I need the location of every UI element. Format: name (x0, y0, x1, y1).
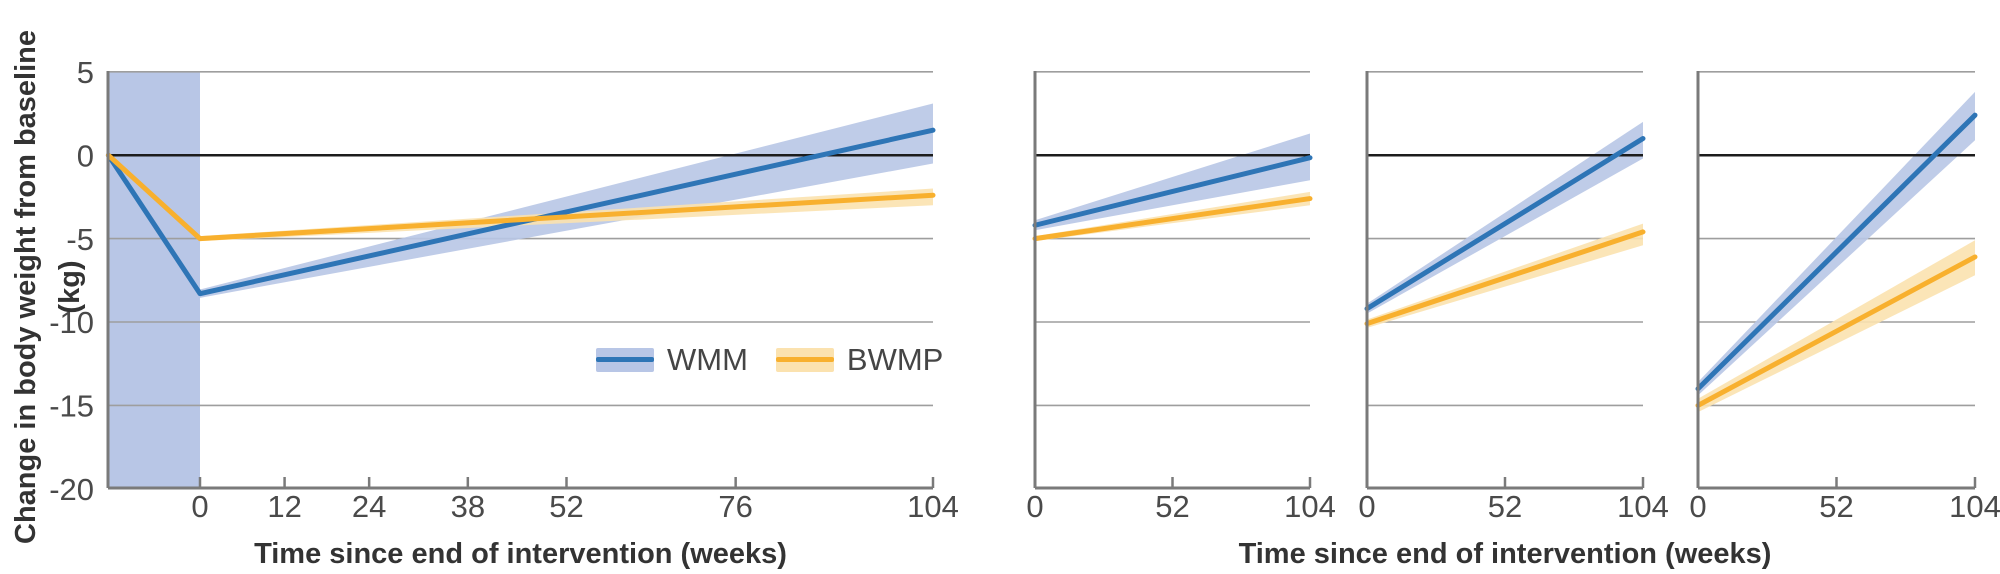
line-bwmp (1364, 229, 1646, 327)
panel-subgroup-2: 0 52 104 (1358, 71, 1669, 524)
x-tick-label: 0 (1358, 489, 1375, 524)
x-tick-label: 52 (549, 489, 583, 524)
line-wmm (1032, 155, 1313, 228)
x-tick-label: 104 (1949, 489, 2000, 524)
legend-label-bwmp: BWMP (846, 342, 944, 377)
legend-line-bwmp-icon (775, 357, 834, 362)
legend: WMM BWMP (596, 344, 943, 375)
legend-line-wmm-icon (596, 357, 654, 362)
panel-pooled: 0 12 24 38 52 76 104 5 0 -5 -10 -15 -20 (49, 55, 959, 524)
legend-item-wmm: WMM (596, 344, 748, 375)
legend-swatch-wmm (596, 347, 654, 372)
y-tick-label: -15 (49, 389, 94, 424)
x-tick-label: 12 (267, 489, 301, 524)
line-wmm (105, 127, 936, 297)
x-tick-label: 76 (718, 489, 752, 524)
legend-item-bwmp: BWMP (775, 342, 944, 377)
y-tick-label: 5 (77, 55, 94, 90)
x-tick-label: 52 (1155, 489, 1189, 524)
x-tick-label: 52 (1488, 489, 1522, 524)
x-axis-title-left: Time since end of intervention (weeks) (254, 538, 787, 570)
y-tick-label: -5 (66, 222, 94, 257)
line-wmm (1364, 136, 1646, 312)
legend-swatch-bwmp (775, 347, 834, 372)
x-tick-label: 0 (191, 489, 208, 524)
intervention-period-shading (108, 71, 200, 488)
x-tick-label: 52 (1819, 489, 1853, 524)
line-bwmp (1695, 254, 1978, 408)
x-tick-label: 38 (451, 489, 485, 524)
x-tick-label: 0 (1689, 489, 1706, 524)
line-bwmp (105, 152, 936, 242)
panel-subgroup-3: 0 52 104 (1689, 71, 2000, 524)
x-axis-title-right: Time since end of intervention (weeks) (1238, 538, 1772, 570)
x-tick-label: 104 (1284, 489, 1336, 524)
line-bwmp (1032, 196, 1313, 242)
panel-subgroup-1: 0 52 104 (1026, 71, 1336, 524)
x-tick-label: 0 (1026, 489, 1043, 524)
ci-band-wmm (200, 103, 933, 298)
y-tick-label: 0 (77, 138, 94, 173)
y-axis-title: Change in body weight from baseline (kg) (10, 30, 86, 544)
x-tick-label: 104 (1617, 489, 1669, 524)
x-tick-label: 24 (352, 489, 386, 524)
y-tick-label: -20 (49, 472, 94, 507)
line-wmm (1695, 112, 1978, 392)
x-tick-label: 104 (907, 489, 959, 524)
y-tick-label: -10 (49, 305, 94, 340)
legend-label-wmm: WMM (667, 342, 748, 377)
